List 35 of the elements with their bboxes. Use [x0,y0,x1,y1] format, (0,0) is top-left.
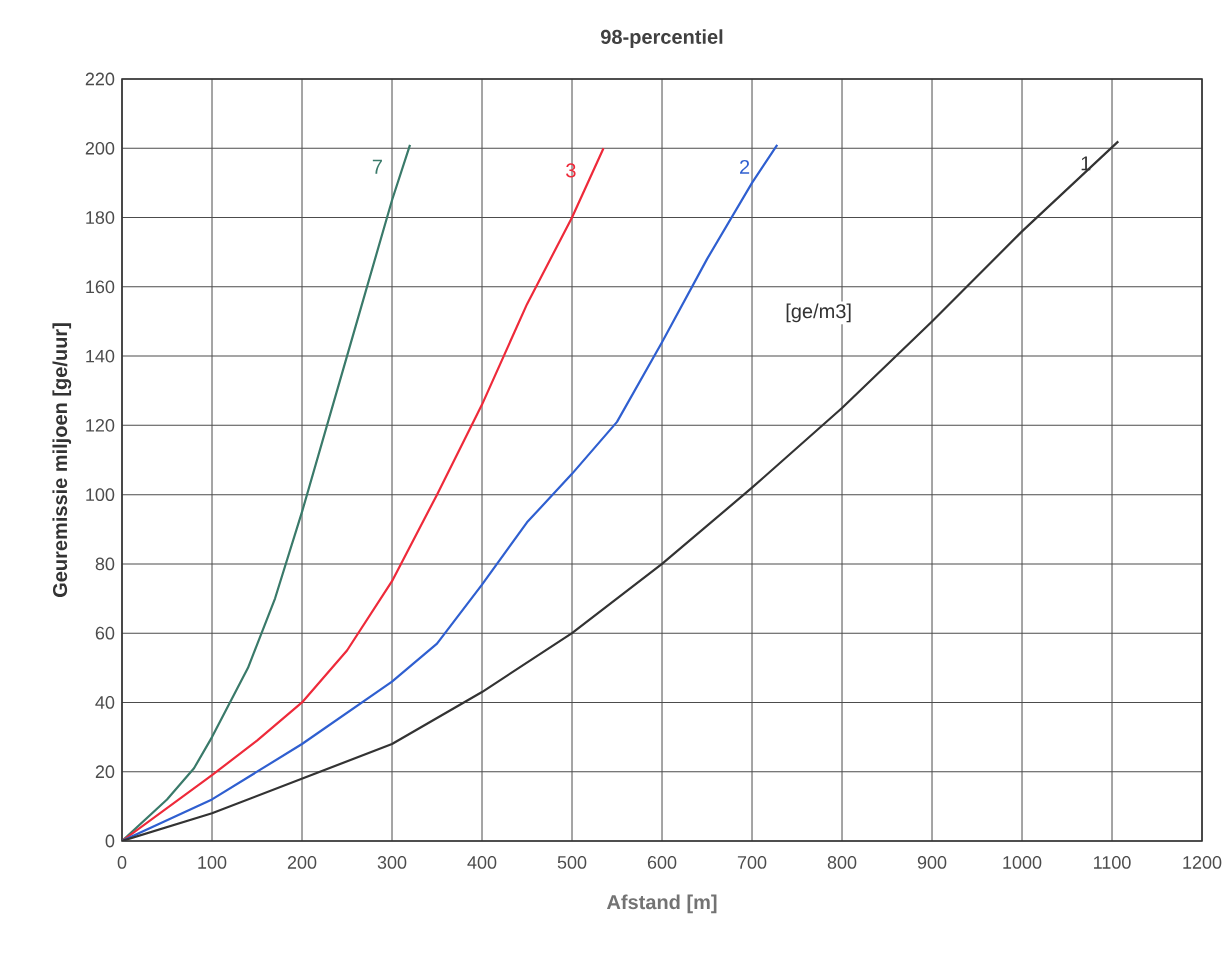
line-series [122,147,605,841]
y-tick-label: 0 [105,834,115,848]
y-tick-label: 120 [86,418,115,432]
x-tick-label: 100 [198,856,227,869]
x-tick-label: 700 [737,856,767,869]
x-tick-label: 400 [467,856,497,869]
x-tick-label: 1200 [1183,856,1222,869]
x-tick-label: 1100 [1094,856,1131,869]
y-tick-label: 80 [95,557,115,571]
x-tick-label: 500 [557,856,587,869]
y-tick-label: 220 [85,72,115,86]
y-tick-label: 100 [86,488,115,502]
x-tick-label: 900 [917,856,947,869]
series-label: 3 [566,163,576,178]
y-tick-label: 40 [95,696,115,709]
y-tick-label: 160 [86,280,115,294]
y-tick-label: 20 [95,765,115,779]
x-tick-label: 200 [287,856,317,869]
series-label: 2 [740,159,750,174]
y-tick-label: 60 [95,626,115,640]
x-tick-label: 600 [647,856,677,869]
x-tick-label: 0 [117,856,127,869]
x-axis-title: Afstand [m] [606,894,717,914]
chart-title: 98-percentiel [601,29,723,48]
y-tick-label: 200 [85,141,115,155]
x-tick-label: 300 [377,856,407,869]
series-label: 7 [372,159,382,174]
x-tick-label: 800 [827,856,857,869]
y-tick-label: 140 [86,349,115,363]
y-axis-title: Geuremissie miljoen [ge/uur] [52,323,72,597]
line-series [122,143,779,841]
x-tick-label: 1000 [1003,856,1042,869]
line-series [122,143,412,841]
annotation: [ge/m3] [786,303,851,323]
y-tick-label: 180 [86,211,115,224]
